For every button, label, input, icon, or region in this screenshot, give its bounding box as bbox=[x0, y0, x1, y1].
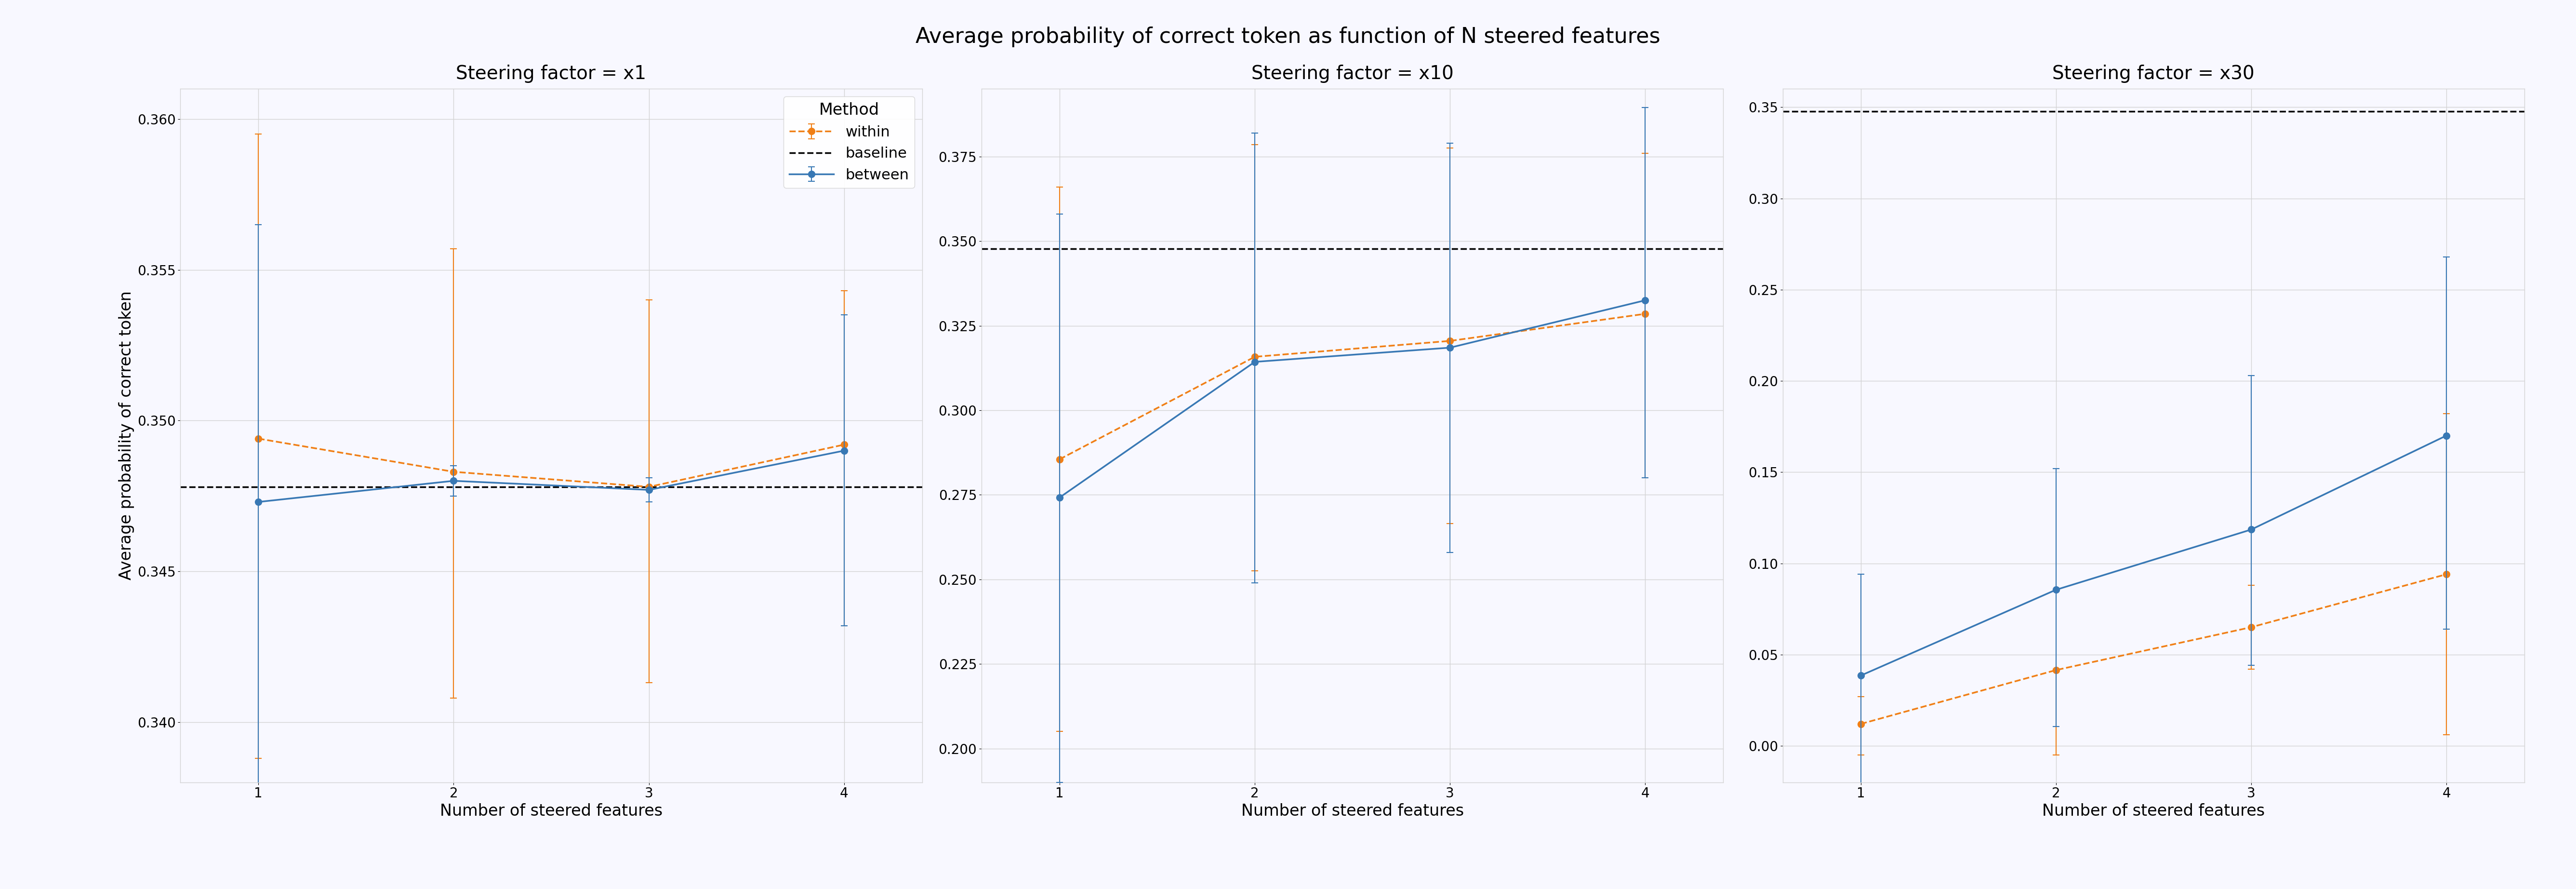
baseline bbox=[850, 244, 881, 254]
baseline bbox=[1844, 106, 1875, 116]
baseline bbox=[1651, 106, 1682, 116]
baseline bbox=[49, 482, 80, 493]
Title: Steering factor = x30: Steering factor = x30 bbox=[2053, 64, 2254, 83]
Text: Average probability of correct token as function of N steered features: Average probability of correct token as … bbox=[914, 27, 1662, 47]
baseline bbox=[242, 482, 273, 493]
baseline bbox=[1043, 244, 1074, 254]
Y-axis label: Average probability of correct token: Average probability of correct token bbox=[118, 291, 134, 581]
X-axis label: Number of steered features: Number of steered features bbox=[440, 803, 662, 819]
Title: Steering factor = x10: Steering factor = x10 bbox=[1252, 64, 1453, 83]
Legend: within, baseline, between: within, baseline, between bbox=[783, 96, 914, 188]
Title: Steering factor = x1: Steering factor = x1 bbox=[456, 64, 647, 83]
X-axis label: Number of steered features: Number of steered features bbox=[2043, 803, 2264, 819]
X-axis label: Number of steered features: Number of steered features bbox=[1242, 803, 1463, 819]
